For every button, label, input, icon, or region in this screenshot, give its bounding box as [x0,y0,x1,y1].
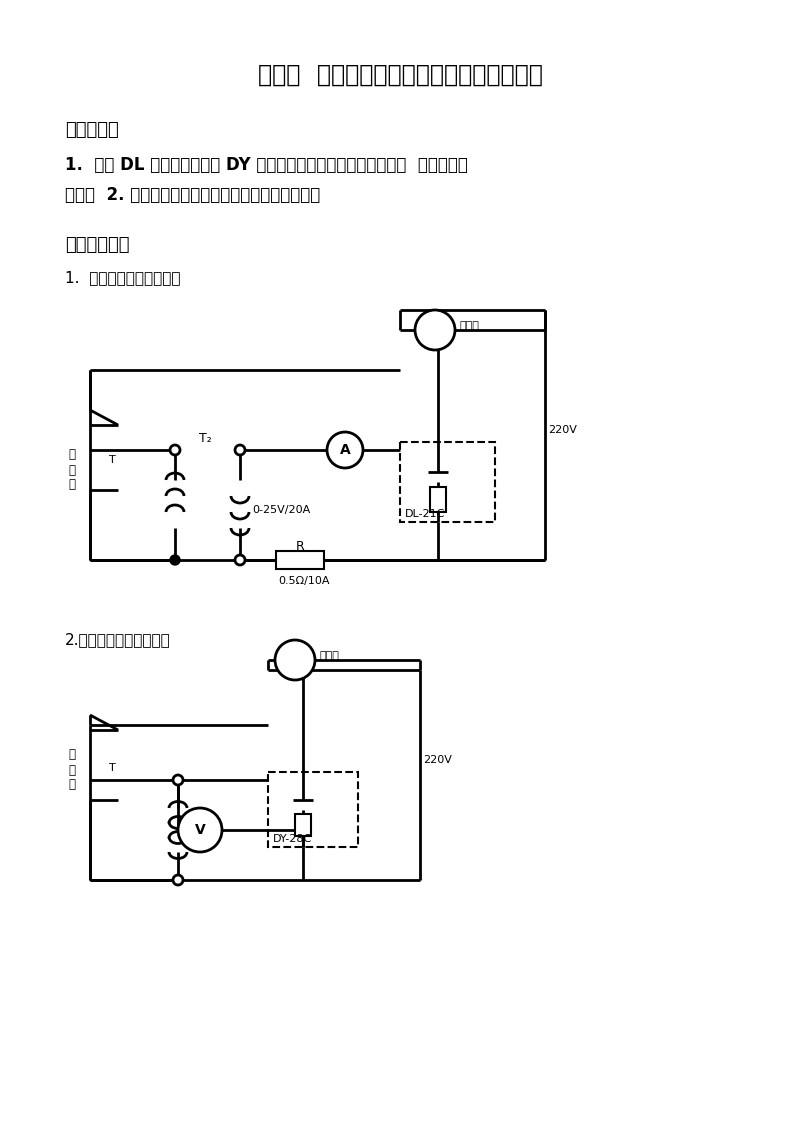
Text: 光示牌: 光示牌 [319,651,339,661]
Text: 220V: 220V [423,755,452,765]
Text: 2.低压继电器实验接线图: 2.低压继电器实验接线图 [65,633,170,648]
Text: A: A [340,443,350,457]
Circle shape [173,875,183,885]
Circle shape [275,640,315,680]
Bar [276,551,324,569]
Text: 二、实验电路: 二、实验电路 [65,235,130,254]
Circle shape [173,875,183,885]
Text: 0-25V/20A: 0-25V/20A [252,505,310,515]
Text: DY-28C: DY-28C [273,834,312,844]
Bar [430,487,446,512]
Text: 光示牌: 光示牌 [459,321,479,331]
Bar [268,772,358,847]
Text: R: R [296,540,304,552]
Circle shape [327,432,363,468]
Bar [400,441,495,522]
Text: 调
压
器: 调 压 器 [69,448,75,491]
Text: 1.  熌悉 DL 型电流继电器和 DY 型电压继电器的的实际结构，工作  原理、基本: 1. 熌悉 DL 型电流继电器和 DY 型电压继电器的的实际结构，工作 原理、基… [65,156,468,174]
Text: 特性；  2. 学习动作电流、动作电压参数的整定方法。: 特性； 2. 学习动作电流、动作电压参数的整定方法。 [65,186,320,204]
Bar [295,814,311,837]
Circle shape [235,555,245,565]
Text: 调
压
器: 调 压 器 [69,748,75,791]
Text: 实验一  电磁型电流继电器和电压继电器实验: 实验一 电磁型电流继电器和电压继电器实验 [258,63,542,87]
Text: T₂: T₂ [198,431,211,445]
Text: DL-21C: DL-21C [405,509,446,518]
Circle shape [173,775,183,784]
Text: T: T [109,763,115,773]
Text: 220V: 220V [548,424,577,435]
Circle shape [170,445,180,455]
Circle shape [170,555,180,565]
Text: 一、实验目: 一、实验目 [65,121,118,139]
Text: 0.5Ω/10A: 0.5Ω/10A [278,576,330,586]
Text: 1.  过流继电器实验接线图: 1. 过流继电器实验接线图 [65,271,181,285]
Circle shape [235,445,245,455]
Text: V: V [194,823,206,837]
Circle shape [178,808,222,852]
Circle shape [415,310,455,350]
Text: T: T [109,455,115,465]
